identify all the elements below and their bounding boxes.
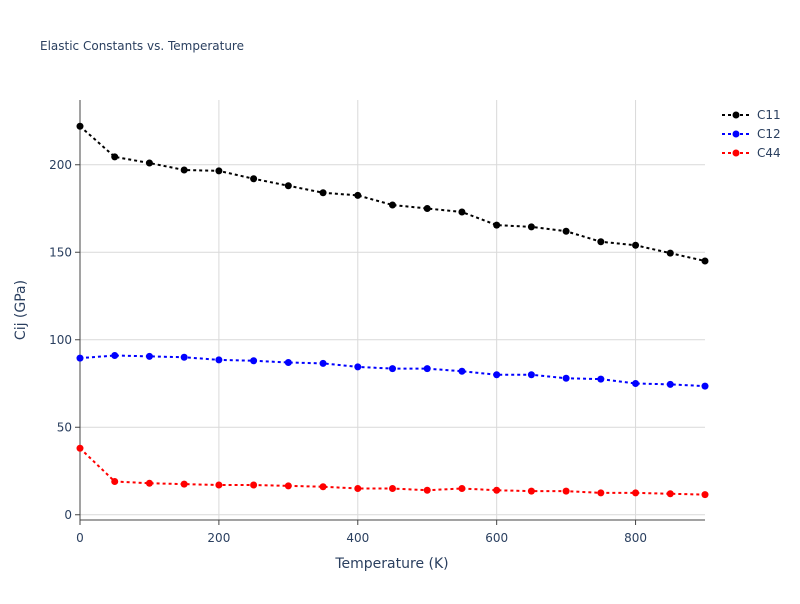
data-point-c11[interactable] xyxy=(284,182,292,190)
x-tick-label: 800 xyxy=(624,531,647,545)
legend-swatch-marker xyxy=(732,149,740,157)
data-point-c11[interactable] xyxy=(250,175,258,183)
legend-item-c12[interactable]: C12 xyxy=(722,127,781,141)
data-point-c11[interactable] xyxy=(215,167,223,175)
data-point-c44[interactable] xyxy=(215,481,223,489)
data-point-c11[interactable] xyxy=(319,189,327,197)
chart-title: Elastic Constants vs. Temperature xyxy=(40,39,244,53)
data-point-c11[interactable] xyxy=(354,191,362,199)
data-point-c12[interactable] xyxy=(215,356,223,364)
x-tick-label: 0 xyxy=(76,531,84,545)
data-point-c44[interactable] xyxy=(562,487,570,495)
data-point-c12[interactable] xyxy=(319,359,327,367)
grid-layer xyxy=(80,100,705,520)
data-point-c44[interactable] xyxy=(319,483,327,491)
data-point-c12[interactable] xyxy=(250,357,258,365)
data-point-c12[interactable] xyxy=(562,374,570,382)
data-point-c11[interactable] xyxy=(389,201,396,209)
data-point-c12[interactable] xyxy=(701,382,709,390)
legend-item-c44[interactable]: C44 xyxy=(722,146,781,160)
data-point-c44[interactable] xyxy=(180,480,188,488)
data-point-c12[interactable] xyxy=(389,365,396,373)
data-point-c11[interactable] xyxy=(180,166,188,174)
series-line-c11 xyxy=(79,125,706,262)
data-point-c12[interactable] xyxy=(527,371,535,379)
axes-layer: 0 200 400 600 800 0 50 100 150 200 xyxy=(49,100,705,545)
data-point-c12[interactable] xyxy=(76,354,84,362)
y-tick-label: 100 xyxy=(49,333,72,347)
data-point-c44[interactable] xyxy=(250,481,258,489)
series-layer xyxy=(76,122,709,499)
data-point-c44[interactable] xyxy=(666,490,674,498)
data-point-c44[interactable] xyxy=(632,489,640,497)
data-point-c11[interactable] xyxy=(632,241,640,249)
legend[interactable]: C11 C12 C44 xyxy=(722,108,781,160)
legend-label: C12 xyxy=(757,127,781,141)
data-point-c44[interactable] xyxy=(284,482,292,490)
y-axis-title: Cij (GPa) xyxy=(13,280,29,340)
data-point-c11[interactable] xyxy=(76,122,84,130)
data-point-c44[interactable] xyxy=(76,444,84,452)
data-point-c11[interactable] xyxy=(597,238,605,246)
series-c44 xyxy=(76,444,709,499)
data-point-c44[interactable] xyxy=(389,485,396,492)
data-point-c12[interactable] xyxy=(458,367,466,375)
x-tick-label: 200 xyxy=(207,531,230,545)
data-point-c12[interactable] xyxy=(632,380,640,387)
data-point-c12[interactable] xyxy=(180,353,188,361)
data-point-c44[interactable] xyxy=(145,479,153,487)
data-point-c44[interactable] xyxy=(701,491,709,499)
data-point-c12[interactable] xyxy=(111,352,119,359)
data-point-c44[interactable] xyxy=(354,485,362,492)
data-point-c44[interactable] xyxy=(423,486,431,494)
y-tick-label: 50 xyxy=(57,420,72,434)
legend-swatch-marker xyxy=(732,130,740,138)
y-tick-label: 200 xyxy=(49,158,72,172)
data-point-c12[interactable] xyxy=(493,371,501,379)
data-point-c12[interactable] xyxy=(597,375,605,383)
legend-label: C44 xyxy=(757,146,781,160)
data-point-c12[interactable] xyxy=(284,359,292,366)
data-point-c12[interactable] xyxy=(354,363,362,371)
data-point-c44[interactable] xyxy=(493,486,501,494)
data-point-c44[interactable] xyxy=(111,478,119,485)
data-point-c44[interactable] xyxy=(597,489,605,497)
data-point-c11[interactable] xyxy=(701,257,709,265)
data-point-c44[interactable] xyxy=(458,485,466,492)
series-c12 xyxy=(76,352,709,390)
legend-label: C11 xyxy=(757,108,781,122)
legend-swatch-marker xyxy=(732,111,740,119)
data-point-c44[interactable] xyxy=(527,487,535,495)
x-axis-title: Temperature (K) xyxy=(334,556,448,572)
data-point-c11[interactable] xyxy=(527,223,535,231)
x-tick-label: 400 xyxy=(346,531,369,545)
data-point-c12[interactable] xyxy=(666,380,674,388)
series-c11 xyxy=(76,122,709,265)
data-point-c11[interactable] xyxy=(562,227,570,235)
y-tick-label: 0 xyxy=(64,508,72,522)
data-point-c11[interactable] xyxy=(111,153,119,161)
y-tick-label: 150 xyxy=(49,245,72,259)
data-point-c11[interactable] xyxy=(666,249,674,257)
legend-item-c11[interactable]: C11 xyxy=(722,108,781,122)
data-point-c11[interactable] xyxy=(145,159,153,167)
data-point-c11[interactable] xyxy=(493,221,501,229)
data-point-c12[interactable] xyxy=(423,365,431,373)
x-tick-label: 600 xyxy=(485,531,508,545)
data-point-c11[interactable] xyxy=(423,205,431,212)
data-point-c12[interactable] xyxy=(145,352,153,360)
data-point-c11[interactable] xyxy=(458,208,466,216)
